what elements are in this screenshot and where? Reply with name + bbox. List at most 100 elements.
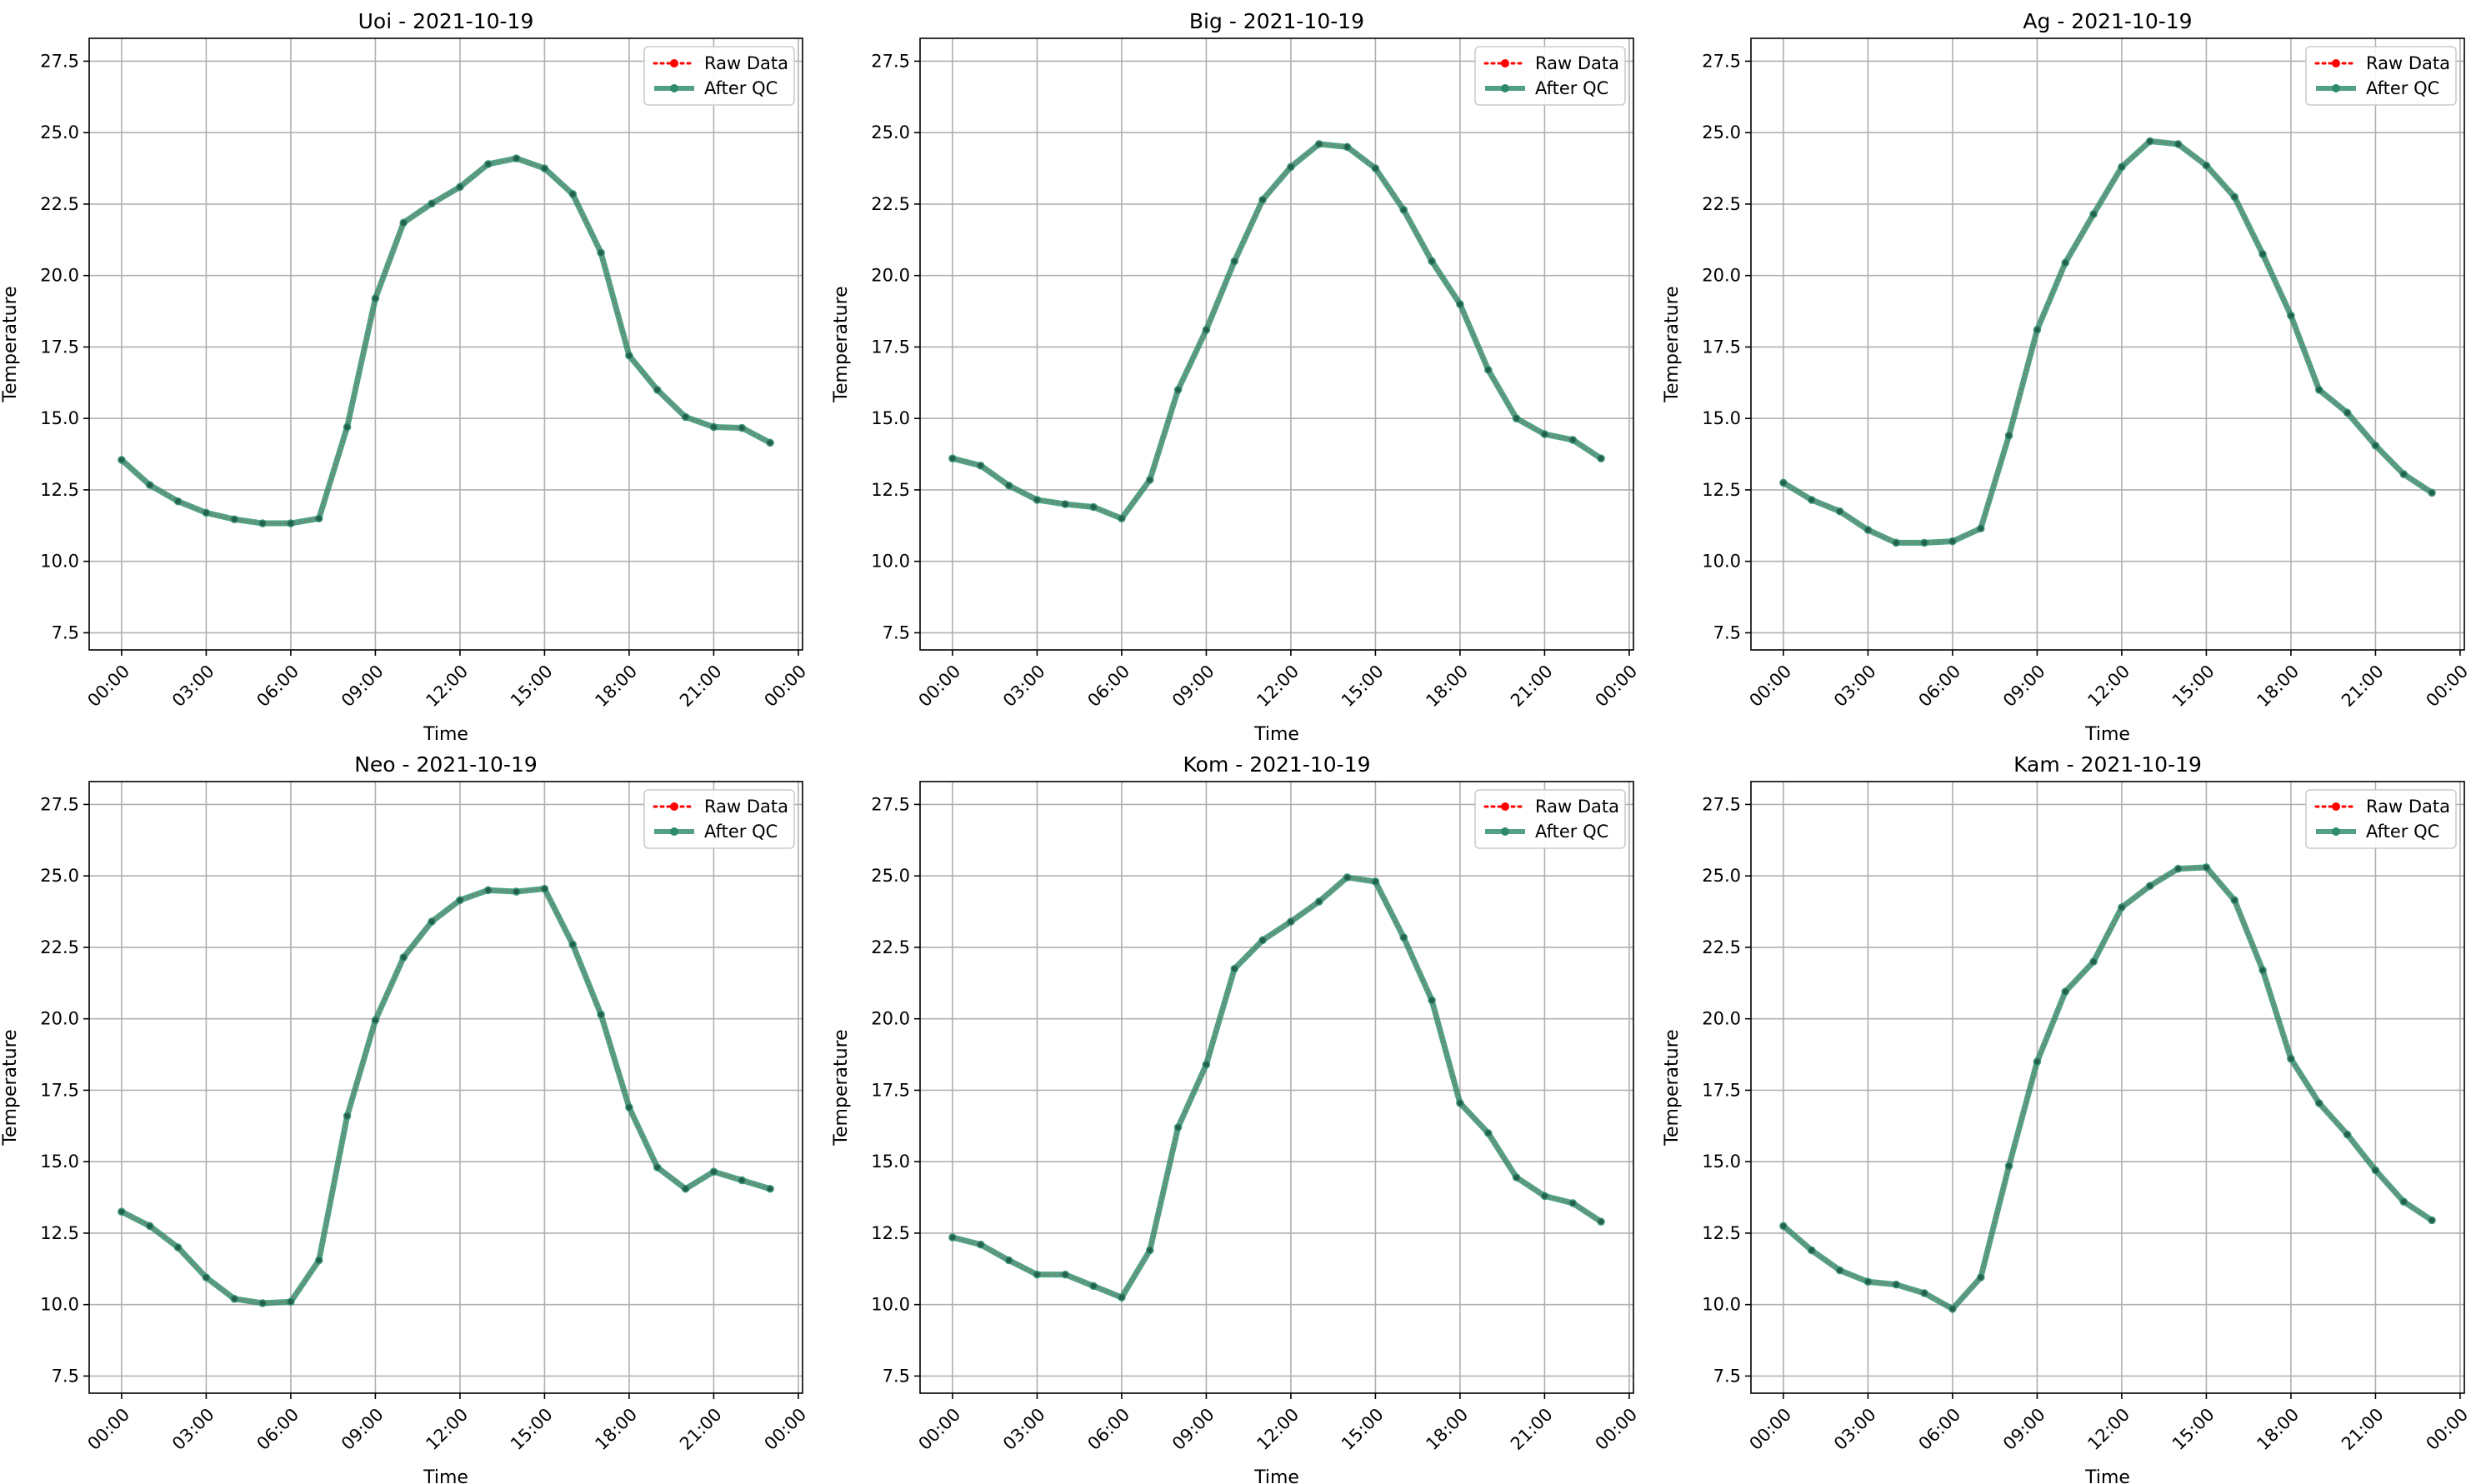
raw-data-point — [1006, 482, 1012, 488]
chart-title: Neo - 2021-10-19 — [354, 752, 538, 777]
x-axis-label: Time — [423, 724, 468, 745]
legend-label-after-qc: After QC — [1535, 822, 1608, 842]
raw-data-point — [2428, 490, 2435, 496]
y-tick-label: 17.5 — [1702, 337, 1741, 357]
legend-marker-after-qc — [1501, 827, 1509, 836]
y-tick-label: 12.5 — [40, 1223, 79, 1243]
x-tick-label: 06:00 — [1083, 661, 1133, 711]
chart-title: Uoi - 2021-10-19 — [358, 9, 534, 33]
series-line-raw-data — [1783, 866, 2433, 1311]
subplot-3: 00:00 03:00 06:00 09:00 12:00 15:00 18:00 21:00… — [1662, 9, 2472, 745]
raw-data-point — [711, 1168, 717, 1175]
plot-area — [1751, 782, 2464, 1393]
subplot-5: 00:00 03:00 06:00 09:00 12:00 15:00 18:00 21:00… — [831, 752, 1641, 1484]
subplot-2: 00:00 03:00 06:00 09:00 12:00 15:00 18:00 21:00… — [831, 9, 1641, 745]
raw-data-point — [288, 520, 294, 527]
y-tick-label: 22.5 — [1702, 194, 1741, 214]
y-tick-label: 20.0 — [871, 1009, 910, 1029]
x-tick-label: 21:00 — [2338, 661, 2388, 711]
y-tick-label: 25.0 — [40, 866, 79, 886]
raw-data-point — [2316, 1100, 2322, 1107]
y-tick-label: 7.5 — [1713, 622, 1741, 642]
series-line-raw-data — [121, 887, 771, 1304]
raw-data-point — [118, 457, 125, 463]
raw-data-point — [1034, 1272, 1040, 1277]
raw-data-point — [1457, 1100, 1463, 1107]
x-tick-label: 18:00 — [2253, 1404, 2303, 1454]
chart-title: Ag - 2021-10-19 — [2023, 9, 2192, 33]
raw-data-point — [1921, 540, 1928, 546]
raw-data-point — [1428, 258, 1435, 264]
raw-data-point — [2401, 1198, 2407, 1205]
raw-data-point — [2232, 194, 2238, 200]
raw-data-point — [147, 1223, 153, 1229]
raw-data-point — [2316, 387, 2322, 393]
x-tick-label: 00:00 — [83, 1404, 133, 1454]
raw-data-point — [711, 424, 717, 430]
x-tick-label: 12:00 — [2083, 1404, 2133, 1454]
y-tick-label: 10.0 — [40, 1295, 79, 1315]
y-axis-label: Temperature — [1662, 286, 1683, 402]
raw-data-point — [1344, 144, 1350, 150]
raw-data-point — [1203, 1062, 1209, 1067]
x-axis-label: Time — [1253, 1467, 1299, 1484]
y-tick-label: 10.0 — [871, 1295, 910, 1315]
raw-data-point — [1808, 1247, 1814, 1253]
raw-data-point — [175, 1244, 181, 1251]
raw-data-point — [1485, 367, 1491, 373]
y-tick-label: 20.0 — [40, 266, 79, 286]
raw-data-point — [1090, 504, 1097, 510]
raw-data-point — [767, 1186, 773, 1192]
raw-data-point — [1373, 165, 1378, 172]
raw-data-point — [978, 462, 983, 468]
x-tick-label: 09:00 — [1999, 1404, 2049, 1454]
raw-data-point — [203, 1274, 209, 1281]
series-line-after-qc — [118, 155, 773, 527]
legend: Raw Data After QC — [643, 46, 795, 106]
raw-data-point — [259, 1300, 266, 1307]
raw-data-point — [344, 424, 350, 430]
raw-data-point — [2147, 138, 2153, 144]
y-tick-label: 25.0 — [871, 866, 910, 886]
legend-marker-after-qc — [2332, 827, 2340, 836]
raw-data-point — [2203, 162, 2209, 168]
axes-frame — [919, 781, 1634, 1394]
raw-data-point — [1344, 874, 1350, 881]
raw-data-point — [1865, 1279, 1871, 1285]
raw-data-point — [2006, 432, 2012, 438]
raw-data-point — [2373, 442, 2378, 448]
raw-data-point — [401, 954, 407, 961]
y-tick-label: 22.5 — [871, 937, 910, 957]
y-tick-label: 27.5 — [1702, 51, 1741, 71]
raw-data-point — [485, 161, 491, 167]
raw-data-point — [1034, 497, 1040, 503]
y-tick-label: 25.0 — [1702, 122, 1741, 142]
legend-label-raw-data: Raw Data — [2366, 53, 2450, 73]
x-tick-label: 12:00 — [2083, 661, 2133, 711]
raw-data-point — [203, 510, 209, 516]
raw-data-point — [1780, 1223, 1787, 1229]
series-line-after-qc — [1780, 864, 2435, 1312]
y-tick-label: 17.5 — [40, 337, 79, 357]
legend-label-after-qc: After QC — [2366, 78, 2439, 98]
x-axis-label: Time — [2084, 724, 2130, 745]
x-tick-label: 00:00 — [2422, 1404, 2472, 1454]
raw-data-point — [1147, 1247, 1153, 1253]
raw-data-point — [1316, 898, 1322, 905]
raw-data-point — [457, 897, 463, 903]
x-tick-label: 18:00 — [1422, 1404, 1472, 1454]
x-tick-label: 06:00 — [253, 1404, 303, 1454]
x-tick-label: 09:00 — [1999, 661, 2049, 711]
y-tick-label: 7.5 — [52, 1366, 79, 1386]
raw-data-point — [1232, 966, 1238, 972]
y-axis-label: Temperature — [0, 286, 21, 402]
legend: Raw Data After QC — [1474, 789, 1626, 849]
x-tick-label: 00:00 — [914, 1404, 964, 1454]
raw-data-point — [739, 425, 745, 431]
raw-data-point — [2288, 312, 2294, 318]
x-tick-label: 09:00 — [1168, 661, 1218, 711]
y-tick-label: 15.0 — [40, 408, 79, 428]
y-tick-label: 15.0 — [1702, 408, 1741, 428]
y-tick-label: 22.5 — [40, 194, 79, 214]
